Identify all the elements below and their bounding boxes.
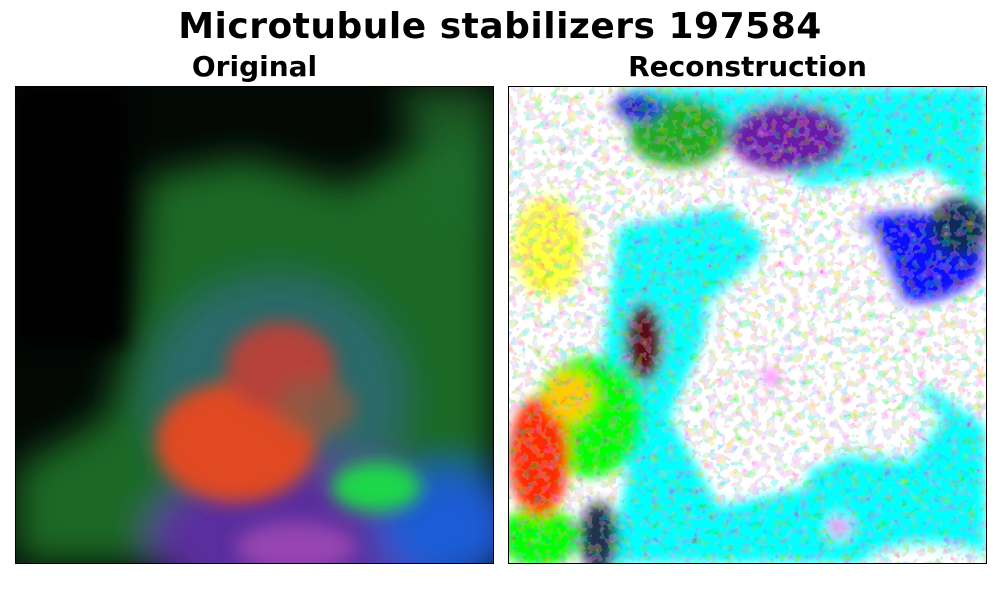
original-image — [16, 87, 493, 563]
reconstruction-image-panel — [508, 86, 987, 564]
reconstruction-image — [509, 87, 986, 563]
figure-title: Microtubule stabilizers 197584 — [178, 6, 822, 47]
panel-title-original: Original — [191, 50, 318, 83]
panel-title-reconstruction: Reconstruction — [628, 50, 867, 83]
original-image-panel — [15, 86, 494, 564]
